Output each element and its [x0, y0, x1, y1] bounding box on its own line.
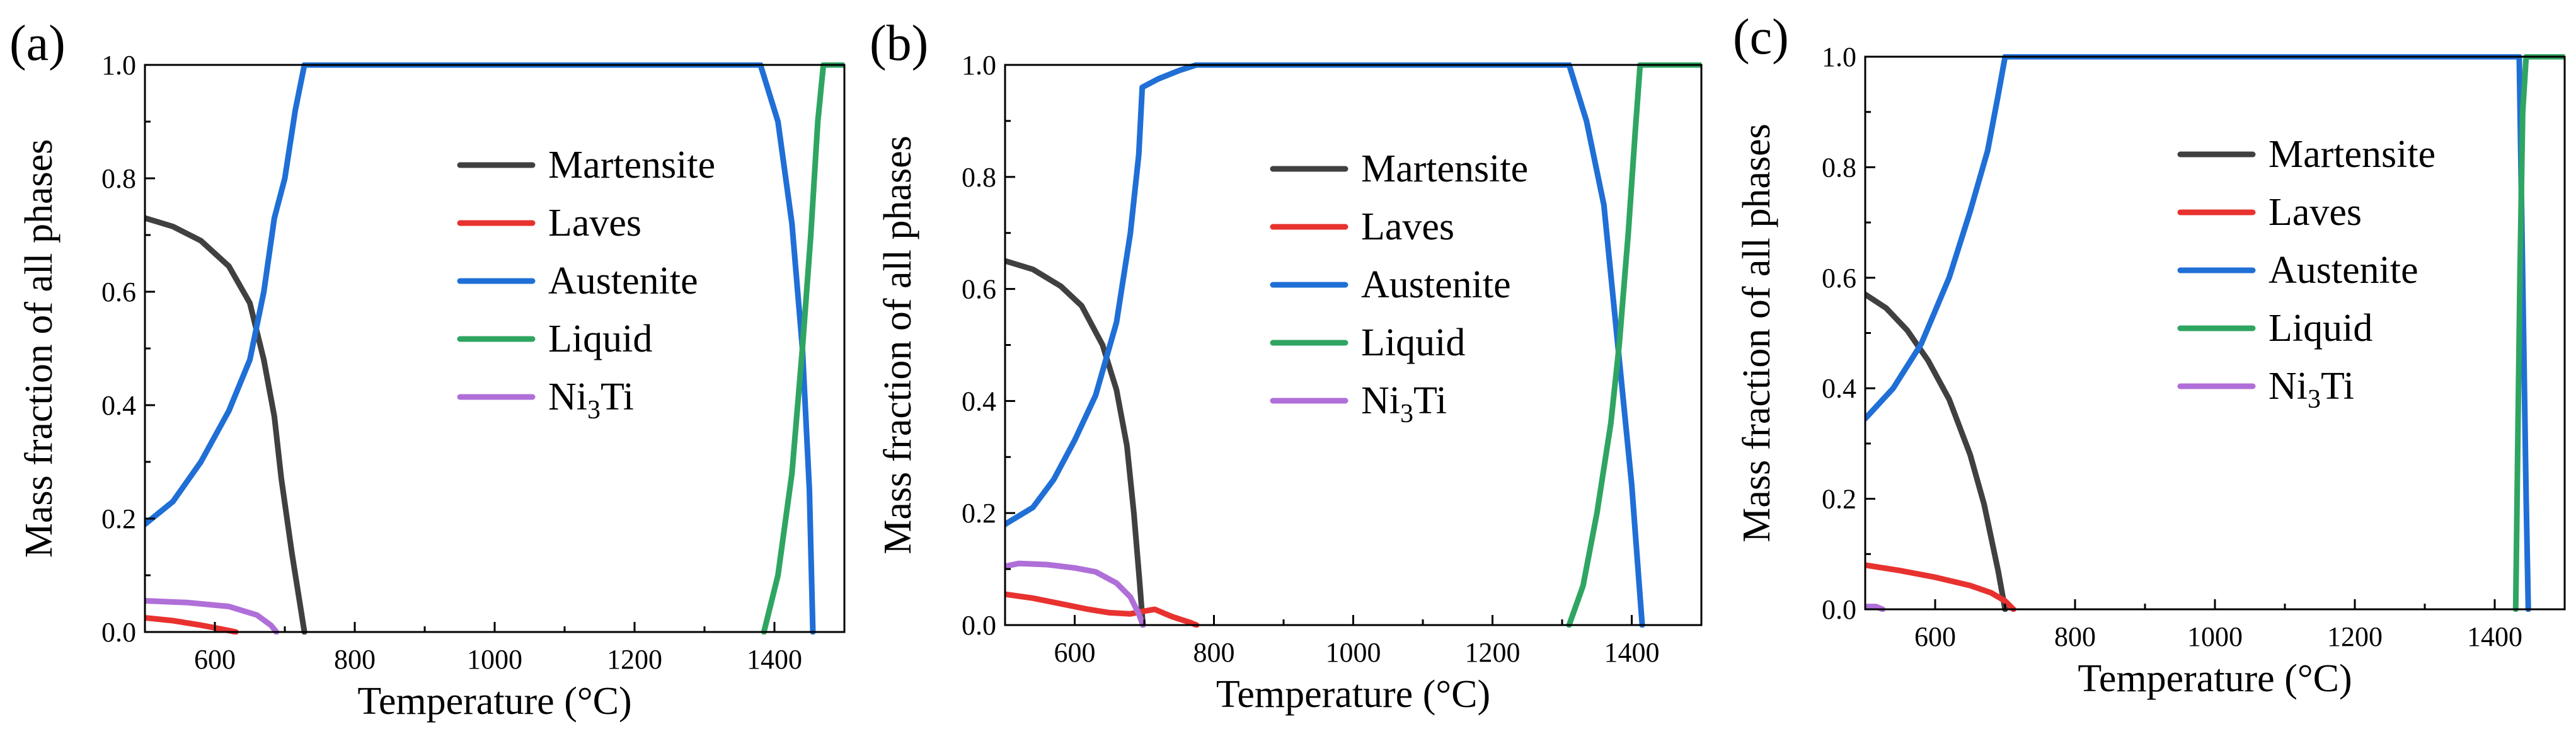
x-tick-label: 600	[1914, 621, 1956, 652]
series-line-ni3ti	[145, 598, 280, 635]
y-tick-label: 0.2	[1822, 484, 1856, 515]
y-tick-label: 0.4	[962, 386, 996, 416]
series-line-laves	[145, 615, 239, 635]
y-tick-label: 1.0	[1822, 42, 1856, 72]
y-tick-label: 1.0	[101, 50, 136, 81]
legend-label: Austenite	[2268, 249, 2418, 292]
chart-panel-2: 600 800 1000 1200 1400 0.0 0.2 0.4 0.6 0.8 1.0 Temp…	[870, 16, 1703, 716]
y-tick-label: 0.8	[962, 162, 996, 193]
y-tick-label: 0.0	[1822, 594, 1856, 625]
series-line-martensite	[145, 215, 308, 635]
x-tick-label: 800	[2054, 621, 2096, 652]
y-axis-title: Mass fraction of all phases	[18, 139, 60, 558]
plot-frame	[1864, 55, 2566, 611]
legend: Martensite Laves Austenite Liquid Ni3Ti	[457, 144, 715, 425]
legend-label: Martensite	[548, 144, 715, 187]
chart-panel-1: 600 800 1000 1200 1400 0.0 0.2 0.4 0.6 0.8 1.0 Temp…	[9, 16, 846, 723]
y-tick-label: 1.0	[962, 50, 996, 81]
x-tick-label: 1400	[2467, 621, 2522, 652]
x-axis-title: Temperature (°C)	[1216, 673, 1490, 716]
series-line-liquid	[761, 62, 844, 635]
legend-label: Ni3Ti	[548, 376, 634, 425]
series-line-martensite	[1005, 258, 1146, 628]
series-line-liquid	[1566, 62, 1701, 628]
series-line-ni3ti	[1005, 560, 1146, 628]
legend-label: Laves	[1361, 205, 1454, 248]
x-axis-title: Temperature (°C)	[2078, 657, 2352, 700]
x-tick-label: 1200	[607, 644, 662, 675]
y-tick-label: 0.4	[1822, 373, 1856, 404]
x-tick-label: 1000	[2187, 621, 2243, 652]
panel-label: (c)	[1733, 9, 1789, 65]
y-tick-label: 0.8	[1822, 152, 1856, 183]
x-tick-label: 600	[194, 644, 236, 675]
y-axis-title: Mass fraction of all phases	[877, 135, 919, 554]
y-tick-label: 0.6	[101, 277, 136, 307]
legend-label: Martensite	[1361, 147, 1528, 190]
x-tick-label: 800	[1193, 637, 1235, 668]
y-tick-label: 0.2	[101, 503, 136, 534]
legend-label: Austenite	[548, 260, 698, 302]
legend-label: Ni3Ti	[1361, 379, 1447, 428]
y-tick-label: 0.6	[962, 274, 996, 305]
x-tick-label: 1400	[1604, 637, 1660, 668]
y-axis-title: Mass fraction of all phases	[1735, 123, 1778, 543]
panel-label: (b)	[870, 16, 928, 71]
x-tick-label: 800	[334, 644, 376, 675]
x-tick-label: 600	[1054, 637, 1096, 668]
legend: Martensite Laves Austenite Liquid Ni3Ti	[1270, 147, 1528, 428]
series-line-laves	[1865, 562, 2016, 612]
x-tick-label: 1000	[467, 644, 522, 675]
legend-label: Laves	[548, 202, 641, 244]
legend-label: Liquid	[1361, 321, 1465, 364]
series-line-austenite	[145, 62, 816, 635]
x-tick-label: 1000	[1326, 637, 1381, 668]
x-tick-label: 1200	[1465, 637, 1521, 668]
x-tick-label: 1400	[747, 644, 802, 675]
x-axis-title: Temperature (°C)	[357, 680, 631, 723]
y-tick-label: 0.4	[101, 390, 136, 421]
series-line-laves	[1005, 591, 1200, 628]
chart-panel-3: 600 800 1000 1200 1400 0.0 0.2 0.4 0.6 0.8 1.0 Temp…	[1733, 9, 2566, 700]
legend: Martensite Laves Austenite Liquid Ni3Ti	[2177, 133, 2435, 414]
y-tick-label: 0.0	[962, 610, 996, 641]
x-tick-label: 1200	[2327, 621, 2383, 652]
y-tick-label: 0.0	[101, 617, 136, 648]
series-line-austenite	[1005, 62, 1645, 628]
y-tick-label: 0.6	[1822, 263, 1856, 294]
series-line-austenite	[1865, 54, 2531, 612]
y-tick-label: 0.8	[101, 163, 136, 194]
y-tick-label: 0.2	[962, 498, 996, 529]
legend-label: Martensite	[2268, 133, 2435, 176]
legend-label: Ni3Ti	[2268, 365, 2354, 414]
legend-label: Liquid	[2268, 307, 2372, 350]
legend-label: Austenite	[1361, 263, 1511, 306]
panel-label: (a)	[9, 16, 66, 71]
series-line-martensite	[1865, 291, 2008, 612]
legend-label: Liquid	[548, 318, 652, 360]
legend-label: Laves	[2268, 191, 2362, 234]
